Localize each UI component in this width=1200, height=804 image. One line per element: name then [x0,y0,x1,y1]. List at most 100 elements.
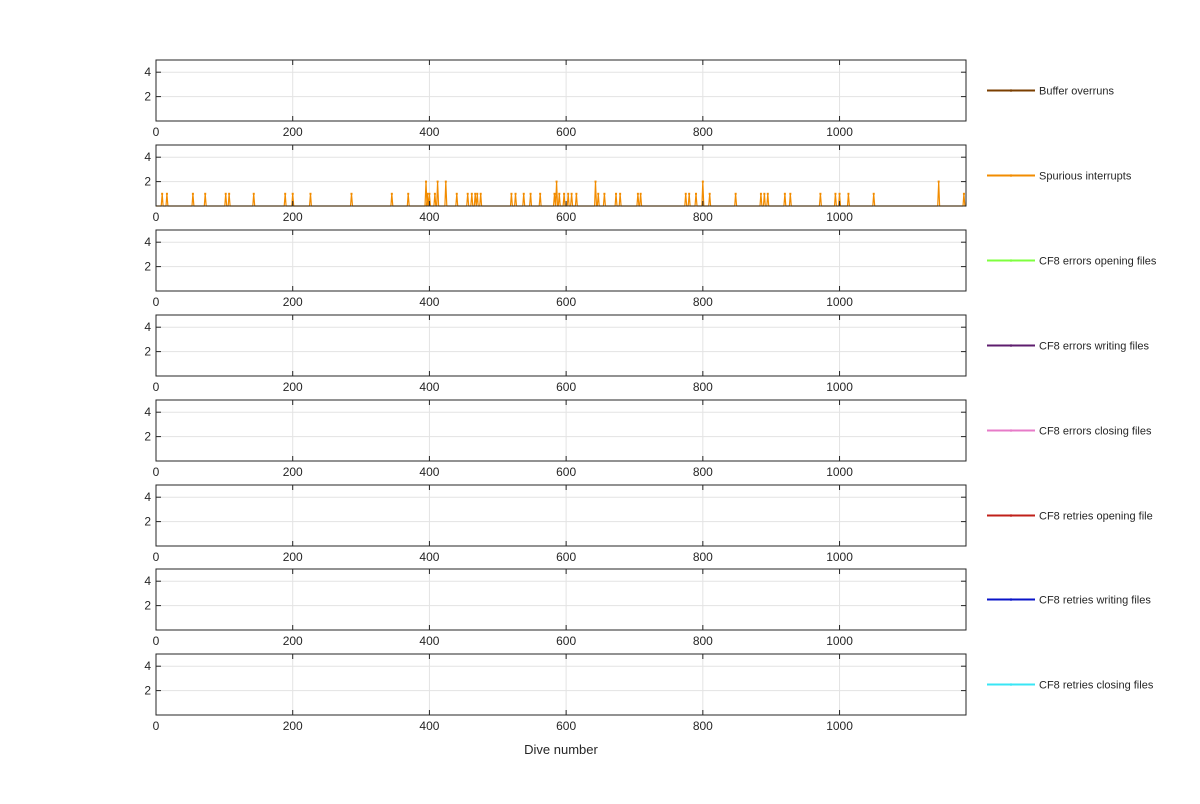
x-tick-label: 800 [693,210,713,224]
x-tick-label: 800 [693,550,713,564]
x-tick-label: 200 [283,125,303,139]
axes-box [155,144,967,207]
data-point [603,192,606,195]
subplot-6: 0 200 400 600 800 1000 2 4 [144,484,967,564]
legend-marker [1009,89,1013,92]
x-tick-label: 800 [693,295,713,309]
x-tick-label: 800 [693,634,713,648]
axes-box [155,653,967,716]
x-tick-label: 200 [283,719,303,733]
x-tick-label: 600 [556,380,576,394]
x-tick-label: 1000 [826,380,853,394]
x-tick-label: 0 [153,550,160,564]
data-point [636,192,639,195]
x-tick-label: 400 [419,550,439,564]
y-tick-label: 2 [144,175,151,189]
x-tick-label: 200 [283,465,303,479]
data-point [558,192,561,195]
x-tick-label: 0 [153,210,160,224]
data-point [428,192,431,195]
data-point [436,180,439,183]
data-point [555,180,558,183]
data-point [819,192,822,195]
legend-marker [1009,259,1013,262]
x-tick-label: 1000 [826,125,853,139]
x-tick-label: 400 [419,210,439,224]
data-point [165,192,168,195]
data-point [309,192,312,195]
data-point [688,192,691,195]
x-tick-label: 200 [283,210,303,224]
x-tick-label: 400 [419,634,439,648]
x-tick-label: 200 [283,550,303,564]
data-point [684,192,687,195]
data-point [838,192,841,195]
data-point [567,192,570,195]
data-point [619,192,622,195]
y-tick-label: 4 [144,574,151,588]
legend-label: CF8 errors closing files [1039,426,1152,438]
subplot-5: 0 200 400 600 800 1000 2 4 [144,399,967,479]
x-tick-label: 400 [419,719,439,733]
data-point [695,192,697,195]
data-point [763,192,766,195]
x-tick-label: 200 [283,295,303,309]
x-tick-label: 200 [283,634,303,648]
x-tick-label: 400 [419,380,439,394]
data-point [470,192,473,195]
legend-entry-1: Buffer overruns [987,86,1115,98]
legend-entry-3: CF8 errors opening files [987,256,1157,268]
x-tick-label: 1000 [826,465,853,479]
subplot-3: 0 200 400 600 800 1000 2 4 [144,229,967,309]
legend-marker [1009,429,1013,432]
data-point [444,180,447,183]
subplot-1: 0 200 400 600 800 1000 2 4 [144,59,967,139]
x-tick-label: 200 [283,380,303,394]
x-tick-label: 600 [556,719,576,733]
subplot-2: 0 200 400 600 800 1000 2 4 [144,144,967,224]
axes-box [155,314,967,377]
y-tick-label: 4 [144,405,151,419]
y-tick-label: 4 [144,490,151,504]
x-tick-label: 1000 [826,634,853,648]
data-point [426,192,429,195]
legend-entry-8: CF8 retries closing files [987,680,1154,692]
data-point [701,180,704,183]
y-tick-label: 4 [144,150,151,164]
legend-label: Spurious interrupts [1039,171,1132,183]
data-point [708,192,711,195]
y-tick-label: 2 [144,684,151,698]
y-tick-label: 2 [144,90,151,104]
x-tick-label: 1000 [826,210,853,224]
x-tick-label: 800 [693,125,713,139]
data-point [466,192,469,195]
legend-entry-5: CF8 errors closing files [987,426,1152,438]
x-tick-label: 1000 [826,295,853,309]
x-tick-label: 400 [419,465,439,479]
legend-label: CF8 retries writing files [1039,595,1151,607]
data-point [766,192,769,195]
data-point [834,192,837,195]
x-tick-label: 0 [153,634,160,648]
data-point [407,192,410,195]
legend-entry-7: CF8 retries writing files [987,595,1151,607]
legend: Buffer overruns Spurious interrupts CF8 er… [987,86,1157,692]
subplot-8: 0 200 400 600 800 1000 2 4 [144,653,967,733]
legend-marker [1009,683,1013,686]
legend-marker [1009,598,1013,601]
data-point [479,192,482,195]
legend-label: CF8 errors opening files [1039,256,1157,268]
legend-marker [1009,514,1013,517]
data-point [474,192,477,195]
x-tick-label: 600 [556,465,576,479]
data-point [734,192,737,195]
x-tick-label: 0 [153,465,160,479]
data-point [476,192,479,195]
data-point [962,192,965,195]
data-point [350,192,353,195]
data-point [594,180,597,183]
y-tick-label: 2 [144,515,151,529]
data-point [575,192,578,195]
